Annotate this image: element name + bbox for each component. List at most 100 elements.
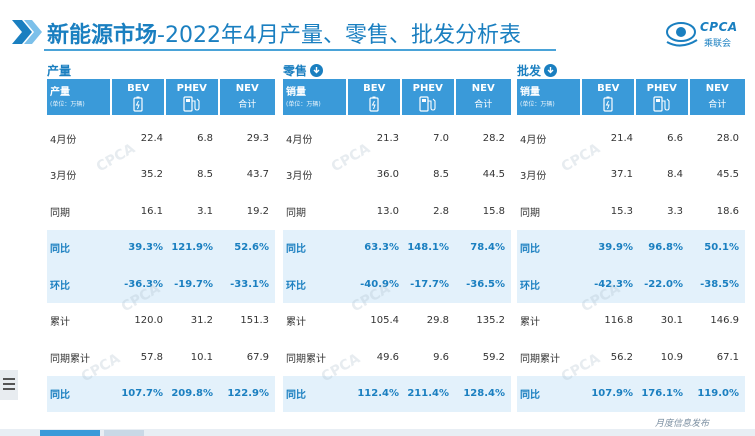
header-phev: PHEV xyxy=(635,79,688,115)
cell-phev: 8.5 xyxy=(197,169,213,181)
cell-bev: 21.3 xyxy=(376,132,399,144)
header-nev: NEV 合计 xyxy=(689,79,746,115)
cell-phev: -19.7% xyxy=(174,278,213,290)
cell-bev: 35.2 xyxy=(140,169,163,181)
table-row: 同期 15.3 3.3 18.6 xyxy=(517,193,745,230)
cell-phev: 3.3 xyxy=(667,205,683,217)
table-row: 同比 63.3% 148.1% 78.4% xyxy=(283,229,511,266)
cell-phev: 8.5 xyxy=(433,169,449,181)
cell-bev: 105.4 xyxy=(370,315,399,327)
cell-nev: 67.1 xyxy=(716,351,739,363)
cell-nev: 119.0% xyxy=(697,388,739,400)
panel-label: 产量 xyxy=(47,64,72,78)
cell-nev: 28.2 xyxy=(482,132,505,144)
cell-phev: 30.1 xyxy=(660,315,683,327)
fuel-pump-icon xyxy=(183,96,200,112)
cell-phev: 209.8% xyxy=(171,388,213,400)
table-body: 4月份 21.4 6.6 28.0 3月份 37.1 8.4 45.5 同期 15.3 3.3 18.… xyxy=(517,120,745,412)
header-nev: NEV 合计 xyxy=(455,79,512,115)
row-label: 同比 xyxy=(286,244,306,256)
table-row: 同比 39.3% 121.9% 52.6% xyxy=(47,229,275,266)
download-icon[interactable] xyxy=(544,64,558,77)
header-category: 销量 (单位：万辆) xyxy=(283,79,347,115)
cpca-logo-icon xyxy=(666,22,698,47)
row-label: 3月份 xyxy=(50,171,77,183)
table-row: 累计 120.0 31.2 151.3 xyxy=(47,303,275,340)
table-row: 3月份 36.0 8.5 44.5 xyxy=(283,157,511,194)
table-row: 同期 13.0 2.8 15.8 xyxy=(283,193,511,230)
header-nev: NEV 合计 xyxy=(219,79,276,115)
cell-nev: 135.2 xyxy=(476,315,505,327)
bottom-bar xyxy=(0,429,755,436)
cell-nev: 146.9 xyxy=(710,315,739,327)
cell-bev: 39.3% xyxy=(128,242,163,254)
menu-icon[interactable] xyxy=(3,378,15,390)
cell-phev: 29.8 xyxy=(426,315,449,327)
header-phev: PHEV xyxy=(401,79,454,115)
cell-bev: 107.7% xyxy=(121,388,163,400)
cell-nev: 28.0 xyxy=(716,132,739,144)
cell-bev: 36.0 xyxy=(376,169,399,181)
row-label: 3月份 xyxy=(520,171,547,183)
table-header: 产量 (单位：万辆) BEV PHEV NEV 合计 xyxy=(47,79,276,115)
cell-nev: 52.6% xyxy=(234,242,269,254)
cell-nev: -33.1% xyxy=(230,278,269,290)
table-row: 3月份 37.1 8.4 45.5 xyxy=(517,157,745,194)
cell-nev: 44.5 xyxy=(482,169,505,181)
cell-phev: 96.8% xyxy=(648,242,683,254)
table-header: 销量 (单位：万辆) BEV PHEV NEV 合计 xyxy=(283,79,512,115)
header-bev: BEV xyxy=(112,79,164,115)
cell-phev: 7.0 xyxy=(433,132,449,144)
download-icon[interactable] xyxy=(310,64,324,77)
cell-phev: 121.9% xyxy=(171,242,213,254)
table-row: 同比 39.9% 96.8% 50.1% xyxy=(517,229,745,266)
table-row: 环比 -40.9% -17.7% -36.5% xyxy=(283,266,511,303)
cell-nev: 19.2 xyxy=(246,205,269,217)
table-row: 同期累计 56.2 10.9 67.1 xyxy=(517,339,745,376)
logo-subtext: 乘联会 xyxy=(704,39,732,49)
row-label: 同比 xyxy=(50,244,70,256)
cell-phev: 10.1 xyxy=(190,351,213,363)
cell-phev: 176.1% xyxy=(641,388,683,400)
cell-phev: 3.1 xyxy=(197,205,213,217)
bottom-tab[interactable] xyxy=(104,430,144,436)
cell-bev: 15.3 xyxy=(610,205,633,217)
row-label: 同比 xyxy=(520,244,540,256)
cell-nev: 128.4% xyxy=(463,388,505,400)
table-row: 累计 116.8 30.1 146.9 xyxy=(517,303,745,340)
row-label: 同期累计 xyxy=(286,353,326,365)
cell-nev: 50.1% xyxy=(704,242,739,254)
cell-bev: 13.0 xyxy=(376,205,399,217)
cell-phev: -22.0% xyxy=(644,278,683,290)
table-row: 4月份 21.4 6.6 28.0 xyxy=(517,120,745,157)
cell-phev: 148.1% xyxy=(407,242,449,254)
cell-phev: 31.2 xyxy=(190,315,213,327)
panel-label: 零售 xyxy=(283,62,324,79)
row-label: 同比 xyxy=(50,390,70,402)
cell-nev: 29.3 xyxy=(246,132,269,144)
table-row: 同比 112.4% 211.4% 128.4% xyxy=(283,375,511,412)
chevron-right-icon xyxy=(12,20,42,44)
cell-phev: 2.8 xyxy=(433,205,449,217)
row-label: 同比 xyxy=(286,390,306,402)
row-label: 累计 xyxy=(286,317,306,329)
battery-icon xyxy=(369,96,379,112)
cell-bev: 56.2 xyxy=(610,351,633,363)
page-header: 新能源市场-2022年4月产量、零售、批发分析表 CPCA 乘联会 xyxy=(0,0,755,58)
row-label: 4月份 xyxy=(520,134,547,146)
table-row: 同比 107.7% 209.8% 122.9% xyxy=(47,375,275,412)
sidebar-toggle[interactable] xyxy=(0,370,18,400)
bottom-tab-active[interactable] xyxy=(40,430,100,436)
table-row: 同比 107.9% 176.1% 119.0% xyxy=(517,375,745,412)
cell-bev: -42.3% xyxy=(594,278,633,290)
cell-bev: 49.6 xyxy=(376,351,399,363)
cell-bev: 21.4 xyxy=(610,132,633,144)
row-label: 同期 xyxy=(286,207,306,219)
header-category: 产量 (单位：万辆) xyxy=(47,79,111,115)
row-label: 累计 xyxy=(50,317,70,329)
table-header: 销量 (单位：万辆) BEV PHEV NEV 合计 xyxy=(517,79,746,115)
row-label: 同期累计 xyxy=(520,353,560,365)
cell-nev: 59.2 xyxy=(482,351,505,363)
cell-nev: 43.7 xyxy=(246,169,269,181)
cell-phev: 10.9 xyxy=(660,351,683,363)
